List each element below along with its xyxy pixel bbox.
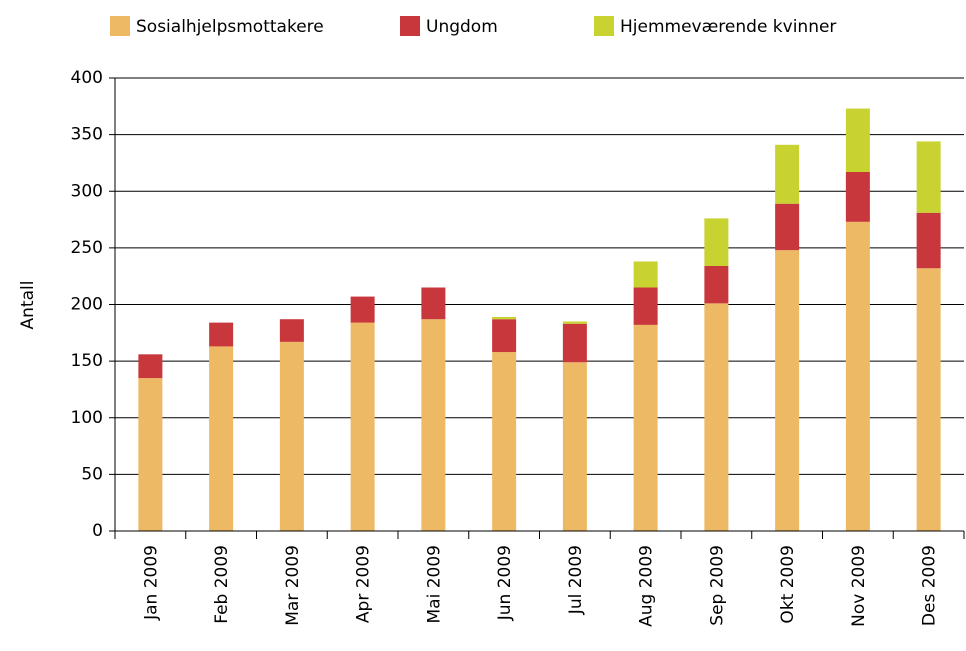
x-tick-label: Sep 2009 — [707, 545, 727, 626]
x-tick-label: Jun 2009 — [495, 545, 515, 621]
y-tick-label: 150 — [71, 351, 103, 371]
y-tick-label: 250 — [71, 238, 103, 258]
bar-segment — [916, 212, 941, 269]
bar-segment — [916, 141, 941, 213]
bar-segment — [209, 346, 234, 531]
bar-segment — [633, 324, 658, 531]
x-tick-label: Aug 2009 — [637, 545, 657, 627]
legend-label: Hjemmeværende kvinner — [620, 17, 836, 37]
x-tick-label: Des 2009 — [920, 545, 940, 626]
y-tick-label: 400 — [71, 68, 103, 88]
bar-segment — [704, 303, 729, 531]
bar-segment — [279, 319, 304, 342]
bar-segment — [492, 319, 517, 353]
y-tick-label: 300 — [71, 181, 103, 201]
x-tick-label: Mai 2009 — [424, 545, 444, 623]
y-tick-label: 200 — [71, 295, 103, 315]
bar-segment — [845, 171, 870, 222]
bar-segment — [845, 221, 870, 531]
bar-segment — [562, 323, 587, 363]
bar-segment — [138, 378, 163, 531]
legend-label: Ungdom — [426, 17, 498, 37]
bar-segment — [492, 352, 517, 531]
legend-swatch — [594, 16, 614, 36]
legend-label: Sosialhjelpsmottakere — [136, 17, 324, 37]
bar-segment — [704, 265, 729, 304]
bar-segment — [421, 287, 446, 320]
bar-segment — [845, 108, 870, 172]
x-tick-label: Feb 2009 — [212, 545, 232, 624]
x-tick-label: Nov 2009 — [849, 545, 869, 627]
x-tick-label: Apr 2009 — [354, 545, 374, 623]
bar-segment — [492, 316, 517, 320]
bar-segment — [279, 341, 304, 531]
bar-segment — [775, 250, 800, 531]
x-tick-label: Mar 2009 — [283, 545, 303, 626]
y-tick-label: 100 — [71, 408, 103, 428]
y-tick-label: 50 — [81, 464, 103, 484]
y-tick-label: 0 — [92, 521, 103, 541]
bar-segment — [562, 362, 587, 531]
bar-segment — [633, 261, 658, 288]
y-axis-label: Antall — [18, 281, 38, 330]
bar-segment — [562, 321, 587, 324]
bar-segment — [138, 354, 163, 379]
x-tick-label: Jan 2009 — [141, 545, 161, 621]
bar-segment — [775, 144, 800, 204]
legend-swatch — [400, 16, 420, 36]
bar-segment — [704, 218, 729, 266]
x-tick-label: Okt 2009 — [778, 545, 798, 624]
bar-segment — [916, 268, 941, 531]
bar-segment — [775, 203, 800, 251]
y-tick-label: 350 — [71, 125, 103, 145]
bar-segment — [633, 287, 658, 325]
bar-segment — [421, 319, 446, 531]
bar-segment — [350, 296, 375, 323]
x-tick-label: Jul 2009 — [566, 545, 586, 615]
bar-segment — [209, 322, 234, 347]
legend-swatch — [110, 16, 130, 36]
bar-segment — [350, 322, 375, 531]
